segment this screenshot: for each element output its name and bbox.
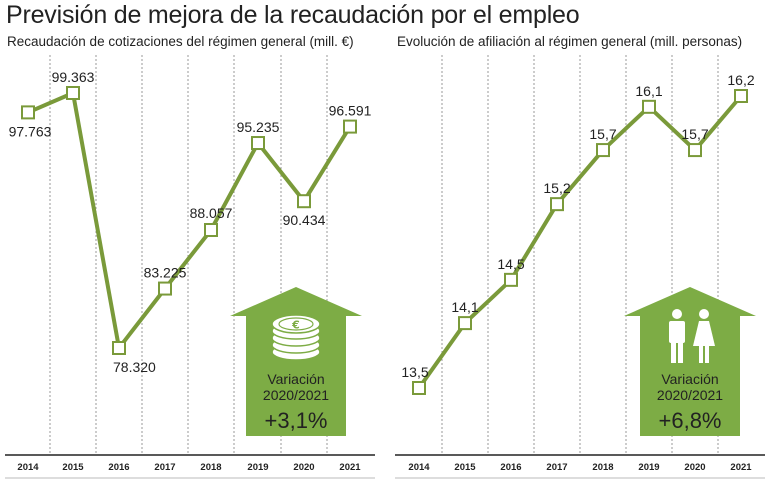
x-tick-label: 2014	[408, 462, 430, 473]
data-label: 16,2	[727, 72, 754, 88]
page-title: Previsión de mejora de la recaudación po…	[6, 1, 580, 29]
data-point	[204, 223, 218, 238]
data-label: 99.363	[52, 69, 95, 85]
x-tick-label: 2019	[638, 462, 659, 473]
x-tick-label: 2018	[200, 462, 221, 473]
variation-period: 2020/2021	[263, 387, 329, 403]
left-chart-title: Recaudación de cotizaciones del régimen …	[7, 34, 354, 49]
data-point	[688, 143, 702, 158]
x-tick-label: 2020	[293, 462, 314, 473]
data-label: 83.225	[144, 265, 187, 281]
data-label: 15,7	[681, 126, 708, 142]
data-point	[412, 381, 426, 395]
series-line	[27, 91, 352, 350]
data-point	[458, 316, 472, 331]
data-label: 13,5	[401, 364, 428, 380]
man-leg	[678, 342, 683, 363]
data-point	[596, 143, 610, 158]
x-tick-label: 2019	[247, 462, 268, 473]
x-tick-label: 2021	[730, 462, 752, 473]
x-tick-label: 2015	[454, 462, 476, 473]
data-point	[158, 281, 172, 296]
right-chart-title: Evolución de afiliación al régimen gener…	[397, 34, 743, 49]
x-tick-label: 2016	[108, 462, 129, 473]
data-label: 78.320	[113, 359, 156, 375]
euro-symbol: €	[291, 319, 300, 332]
x-tick-label: 2021	[339, 462, 361, 473]
variation-label: Variación	[661, 371, 718, 387]
woman-head	[699, 309, 709, 319]
x-tick-label: 2020	[684, 462, 705, 473]
data-point	[66, 86, 80, 100]
data-label: 14,1	[451, 299, 478, 315]
x-tick-label: 2017	[546, 462, 567, 473]
data-label: 90.434	[283, 212, 326, 228]
data-label: 14,5	[497, 256, 524, 272]
variation-value: +6,8%	[659, 408, 722, 433]
woman-dress	[693, 321, 715, 346]
series-line	[417, 94, 743, 390]
data-point	[297, 194, 311, 209]
variation-period: 2020/2021	[657, 387, 723, 403]
x-tick-label: 2015	[62, 462, 84, 473]
woman-leg	[705, 345, 709, 363]
man-woman-icon	[669, 309, 715, 363]
data-point	[734, 89, 748, 103]
x-tick-label: 2014	[17, 462, 39, 473]
x-tick-label: 2018	[592, 462, 613, 473]
man-head	[672, 309, 682, 319]
data-point	[343, 119, 357, 134]
man-leg	[671, 342, 676, 363]
variation-label: Variación	[267, 371, 324, 387]
data-label: 95.235	[237, 119, 280, 135]
data-point	[112, 341, 126, 355]
data-point	[251, 136, 265, 151]
variation-value: +3,1%	[265, 408, 328, 433]
data-label: 15,7	[589, 126, 616, 142]
data-point	[504, 272, 518, 287]
data-label: 88.057	[190, 205, 233, 221]
data-point	[21, 105, 35, 120]
coin-rim	[278, 317, 314, 331]
man-body	[669, 321, 685, 343]
data-point	[642, 99, 656, 114]
data-label: 96.591	[329, 103, 372, 119]
variation-arrow	[624, 287, 756, 436]
x-tick-label: 2016	[500, 462, 521, 473]
data-label: 15,2	[543, 180, 570, 196]
woman-leg	[699, 345, 703, 363]
data-label: 16,1	[635, 83, 662, 99]
x-tick-label: 2017	[154, 462, 175, 473]
variation-arrow	[230, 287, 362, 436]
data-label: 97.763	[9, 123, 52, 139]
data-point	[550, 197, 564, 212]
coins-euro-icon: €	[271, 314, 321, 361]
